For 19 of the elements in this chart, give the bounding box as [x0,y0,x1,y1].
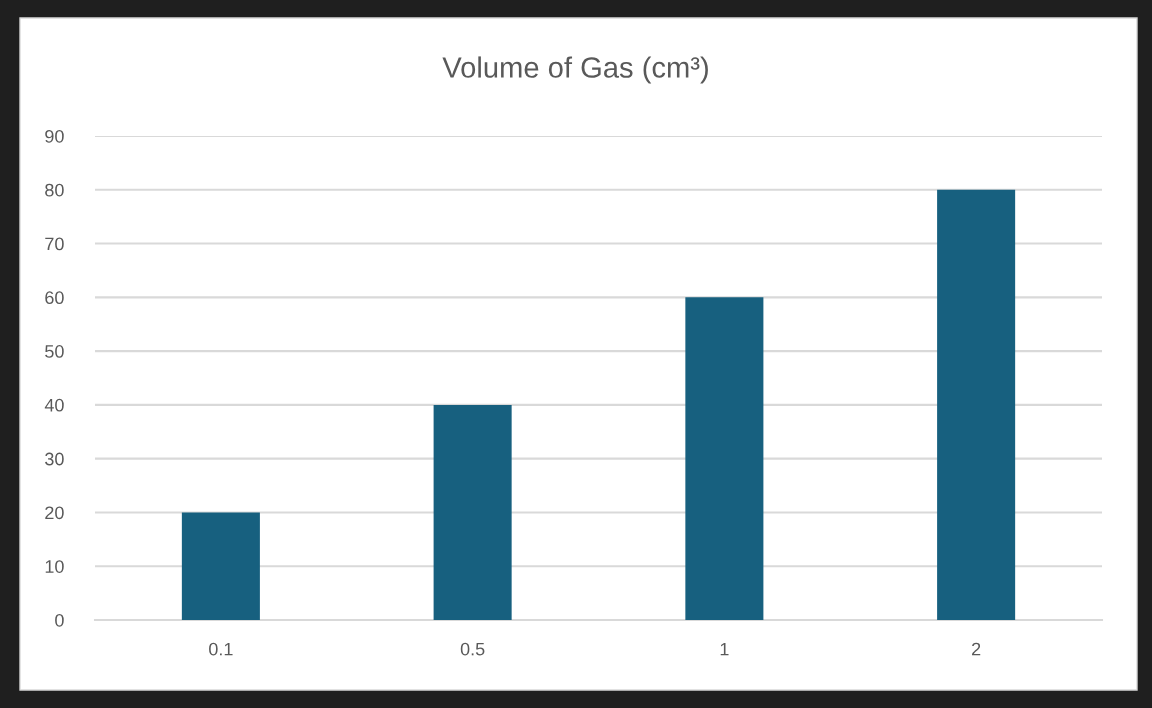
chart-title: Volume of Gas (cm³) [442,56,708,84]
y-tick-label: 40 [44,398,64,412]
x-tick-label: 1 [720,642,729,656]
bar [181,512,260,620]
bar [685,297,764,620]
x-tick-label: 2 [972,642,981,656]
x-tick-label: 0.1 [209,642,233,656]
x-tick-label: 0.5 [460,642,485,656]
y-tick-label: 60 [45,291,64,305]
y-tick-label: 90 [45,129,64,143]
bar [433,404,512,620]
bar [937,189,1016,620]
y-tick-label: 10 [45,560,64,573]
y-tick-label: 30 [45,452,64,466]
y-tick-label: 70 [45,237,64,251]
y-tick-label: 80 [45,183,64,197]
y-tick-label: 0 [55,613,64,627]
y-tick-label: 20 [45,506,64,520]
y-tick-label: 50 [45,345,64,358]
